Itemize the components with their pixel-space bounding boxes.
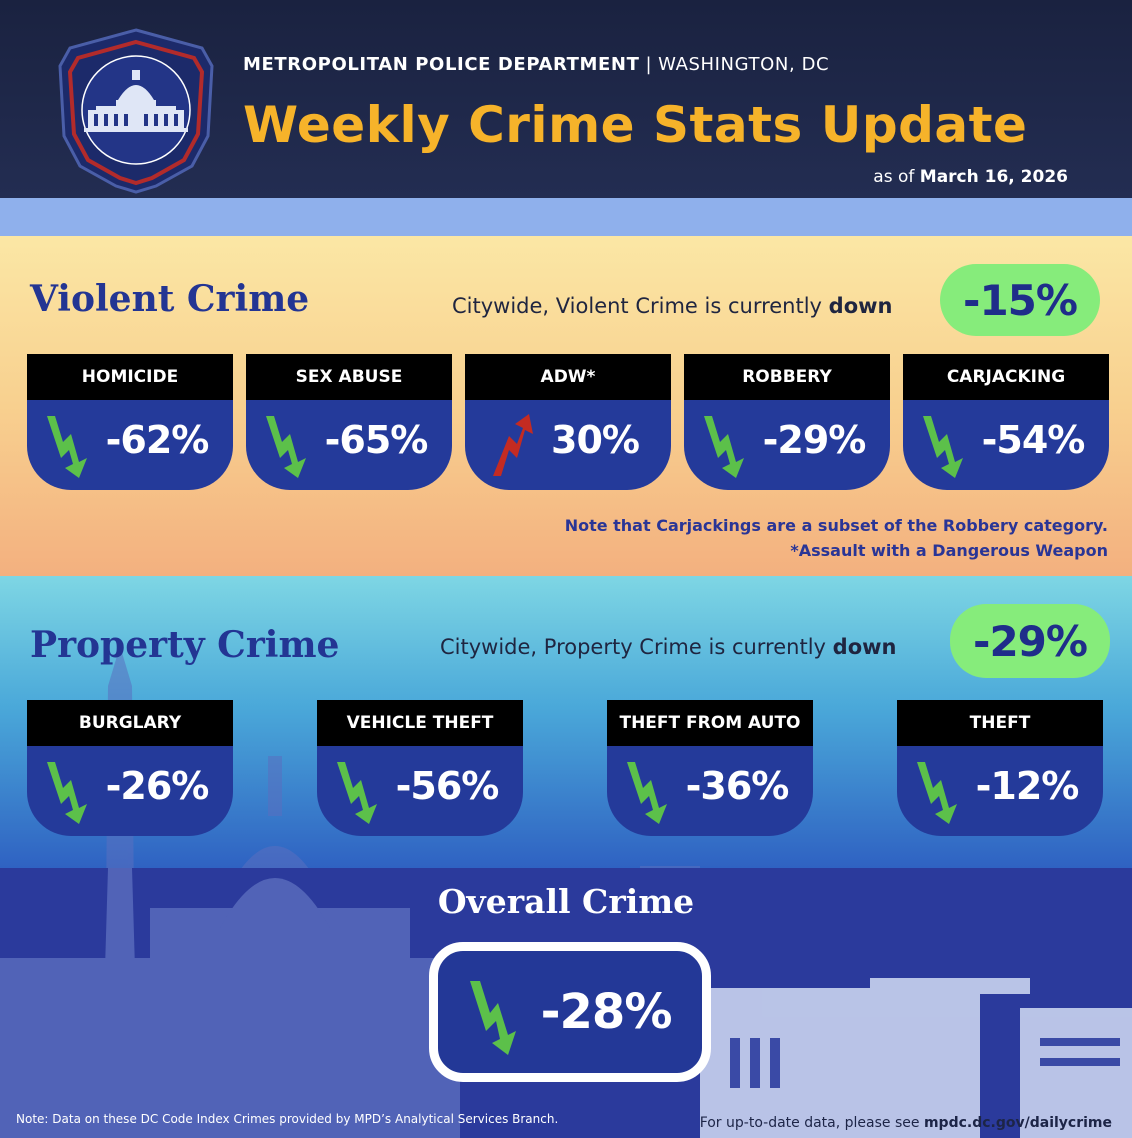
trend-down-arrow-icon: [470, 981, 516, 1055]
as-of-date: as of March 16, 2026: [873, 167, 1068, 187]
property-card-burglary: BURGLARY -26%: [27, 700, 233, 836]
card-label: ADW*: [465, 354, 671, 400]
footer-link-text: For up-to-date data, please see mpdc.dc.…: [700, 1115, 1112, 1131]
card-label: SEX ABUSE: [246, 354, 452, 400]
trend-up-arrow-icon: [493, 414, 533, 476]
overall-crime-box: -28%: [429, 942, 711, 1082]
card-body: -54%: [903, 400, 1109, 490]
property-crime-title: Property Crime: [30, 624, 340, 666]
card-value: -62%: [105, 418, 210, 462]
trend-down-arrow-icon: [704, 416, 744, 478]
department-line: METROPOLITAN POLICE DEPARTMENT | WASHINGTO…: [243, 54, 829, 75]
violent-citywide-direction: down: [828, 294, 893, 318]
header-separator: |: [645, 54, 653, 75]
card-body: -56%: [317, 746, 523, 836]
card-value: -56%: [395, 764, 500, 808]
property-card-theft-from-auto: THEFT FROM AUTO -36%: [607, 700, 813, 836]
as-of-prefix: as of: [873, 167, 915, 187]
violent-crime-title: Violent Crime: [30, 278, 310, 320]
violent-card-adw: ADW* 30%: [465, 354, 671, 490]
card-body: -12%: [897, 746, 1103, 836]
card-label: ROBBERY: [684, 354, 890, 400]
page-title: Weekly Crime Stats Update: [243, 96, 1028, 154]
property-citywide-text: Citywide, Property Crime is currently do…: [440, 635, 896, 659]
property-card-vehicle-theft: VEHICLE THEFT -56%: [317, 700, 523, 836]
card-value: 30%: [551, 418, 640, 462]
card-label: THEFT FROM AUTO: [607, 700, 813, 746]
trend-down-arrow-icon: [917, 762, 957, 824]
police-badge-logo: [58, 28, 214, 194]
card-label: HOMICIDE: [27, 354, 233, 400]
card-body: -62%: [27, 400, 233, 490]
department-city: WASHINGTON, DC: [658, 54, 830, 75]
overall-crime-value: -28%: [540, 984, 673, 1040]
card-value: -65%: [324, 418, 429, 462]
violent-change-pill: -15%: [940, 264, 1100, 336]
as-of-value: March 16, 2026: [919, 167, 1068, 187]
department-name: METROPOLITAN POLICE DEPARTMENT: [243, 54, 640, 75]
card-value: -26%: [105, 764, 210, 808]
violent-card-homicide: HOMICIDE -62%: [27, 354, 233, 490]
trend-down-arrow-icon: [266, 416, 306, 478]
card-label: BURGLARY: [27, 700, 233, 746]
card-value: -54%: [981, 418, 1086, 462]
header-banner: METROPOLITAN POLICE DEPARTMENT | WASHINGTO…: [0, 0, 1132, 198]
trend-down-arrow-icon: [47, 762, 87, 824]
card-value: -36%: [685, 764, 790, 808]
data-source-note: Note: Data on these DC Code Index Crimes…: [16, 1112, 559, 1126]
violent-card-sex-abuse: SEX ABUSE -65%: [246, 354, 452, 490]
violent-citywide-text: Citywide, Violent Crime is currently dow…: [452, 294, 892, 318]
trend-down-arrow-icon: [627, 762, 667, 824]
carjacking-note: Note that Carjackings are a subset of th…: [564, 516, 1108, 535]
trend-down-arrow-icon: [923, 416, 963, 478]
violent-card-carjacking: CARJACKING -54%: [903, 354, 1109, 490]
dc-skyline-foreground: [0, 868, 1132, 1138]
violent-citywide-prefix: Citywide, Violent Crime is currently: [452, 294, 822, 318]
violent-crime-section: Violent Crime Citywide, Violent Crime is…: [0, 236, 1132, 576]
card-value: -29%: [762, 418, 867, 462]
card-label: VEHICLE THEFT: [317, 700, 523, 746]
footer-link-prefix: For up-to-date data, please see: [699, 1115, 920, 1131]
card-body: 30%: [465, 400, 671, 490]
card-body: -65%: [246, 400, 452, 490]
card-body: -29%: [684, 400, 890, 490]
card-body: -36%: [607, 746, 813, 836]
card-label: CARJACKING: [903, 354, 1109, 400]
card-label: THEFT: [897, 700, 1103, 746]
overall-crime-title: Overall Crime: [437, 882, 695, 921]
property-citywide-direction: down: [832, 635, 897, 659]
violent-card-robbery: ROBBERY -29%: [684, 354, 890, 490]
property-card-theft: THEFT -12%: [897, 700, 1103, 836]
trend-down-arrow-icon: [337, 762, 377, 824]
divider-strip: [0, 198, 1132, 236]
property-change-pill: -29%: [950, 604, 1110, 678]
trend-down-arrow-icon: [47, 416, 87, 478]
card-value: -12%: [975, 764, 1080, 808]
property-citywide-prefix: Citywide, Property Crime is currently: [440, 635, 826, 659]
footer-link[interactable]: mpdc.dc.gov/dailycrime: [923, 1115, 1112, 1131]
card-body: -26%: [27, 746, 233, 836]
adw-footnote: *Assault with a Dangerous Weapon: [790, 541, 1108, 560]
